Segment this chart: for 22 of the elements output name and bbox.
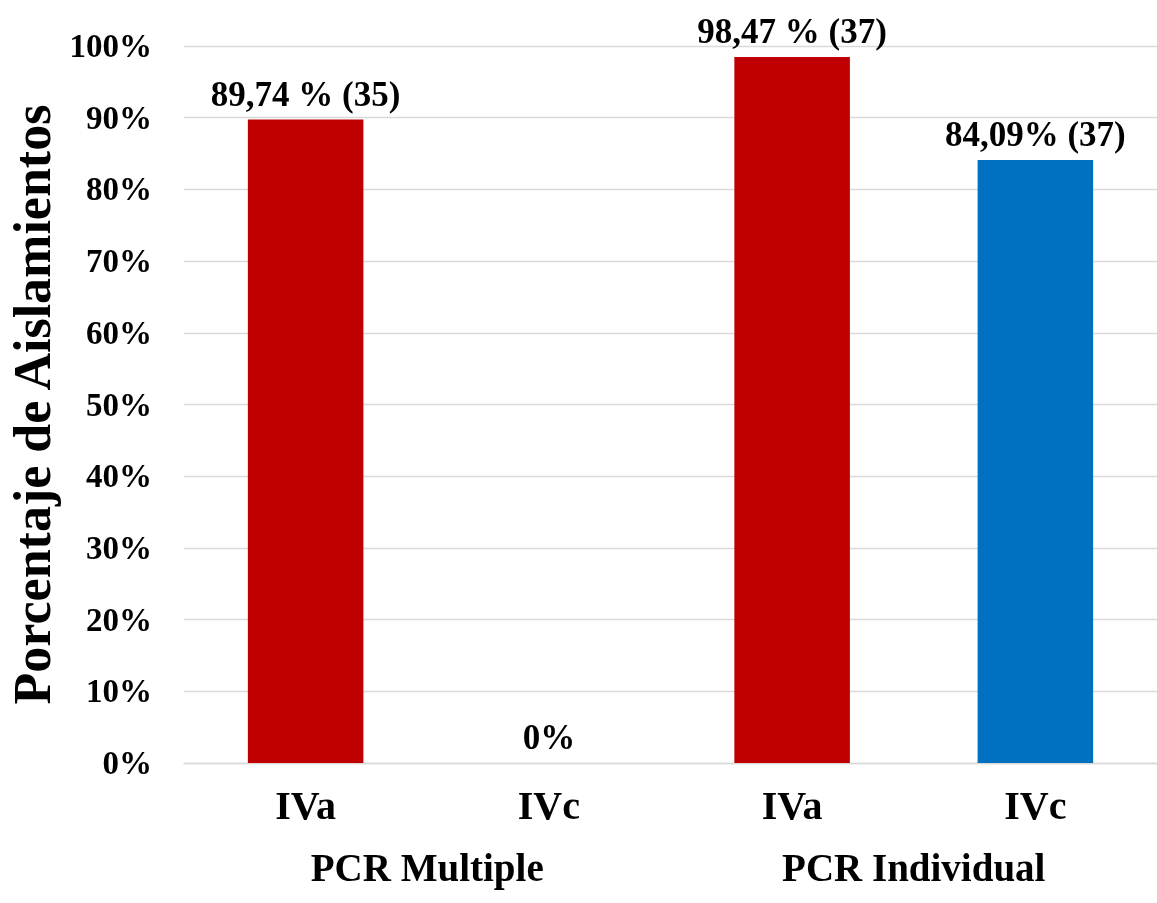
y-tick-label: 80% <box>86 171 152 208</box>
y-tick-label: 30% <box>86 529 152 566</box>
x-tick-label: IVa <box>275 782 337 828</box>
y-tick-label: 100% <box>69 28 152 64</box>
y-tick-label: 60% <box>86 314 152 351</box>
data-label: 98,47 % (37) <box>697 11 887 51</box>
x-tick-label: IVa <box>761 782 823 828</box>
y-tick-label: 20% <box>86 601 152 638</box>
data-label: 0% <box>522 718 576 757</box>
text: PCR Multiple <box>310 845 544 890</box>
y-tick-label: 90% <box>86 99 152 136</box>
data-label: 89,74 % (35) <box>210 74 401 114</box>
x-tick-label: IVc <box>517 782 580 828</box>
text: PCR Individual <box>782 845 1046 889</box>
y-tick-label: 50% <box>86 386 152 423</box>
y-tick-label: 0% <box>102 745 152 781</box>
x-tick-label: IVc <box>1004 782 1067 828</box>
data-label: 84,09% (37) <box>944 115 1126 155</box>
y-tick-label: 10% <box>86 673 152 710</box>
y-axis-title: Porcentaje de Aislamientos <box>4 104 62 705</box>
y-tick-label: 40% <box>86 458 152 495</box>
y-tick-label: 70% <box>86 243 152 280</box>
